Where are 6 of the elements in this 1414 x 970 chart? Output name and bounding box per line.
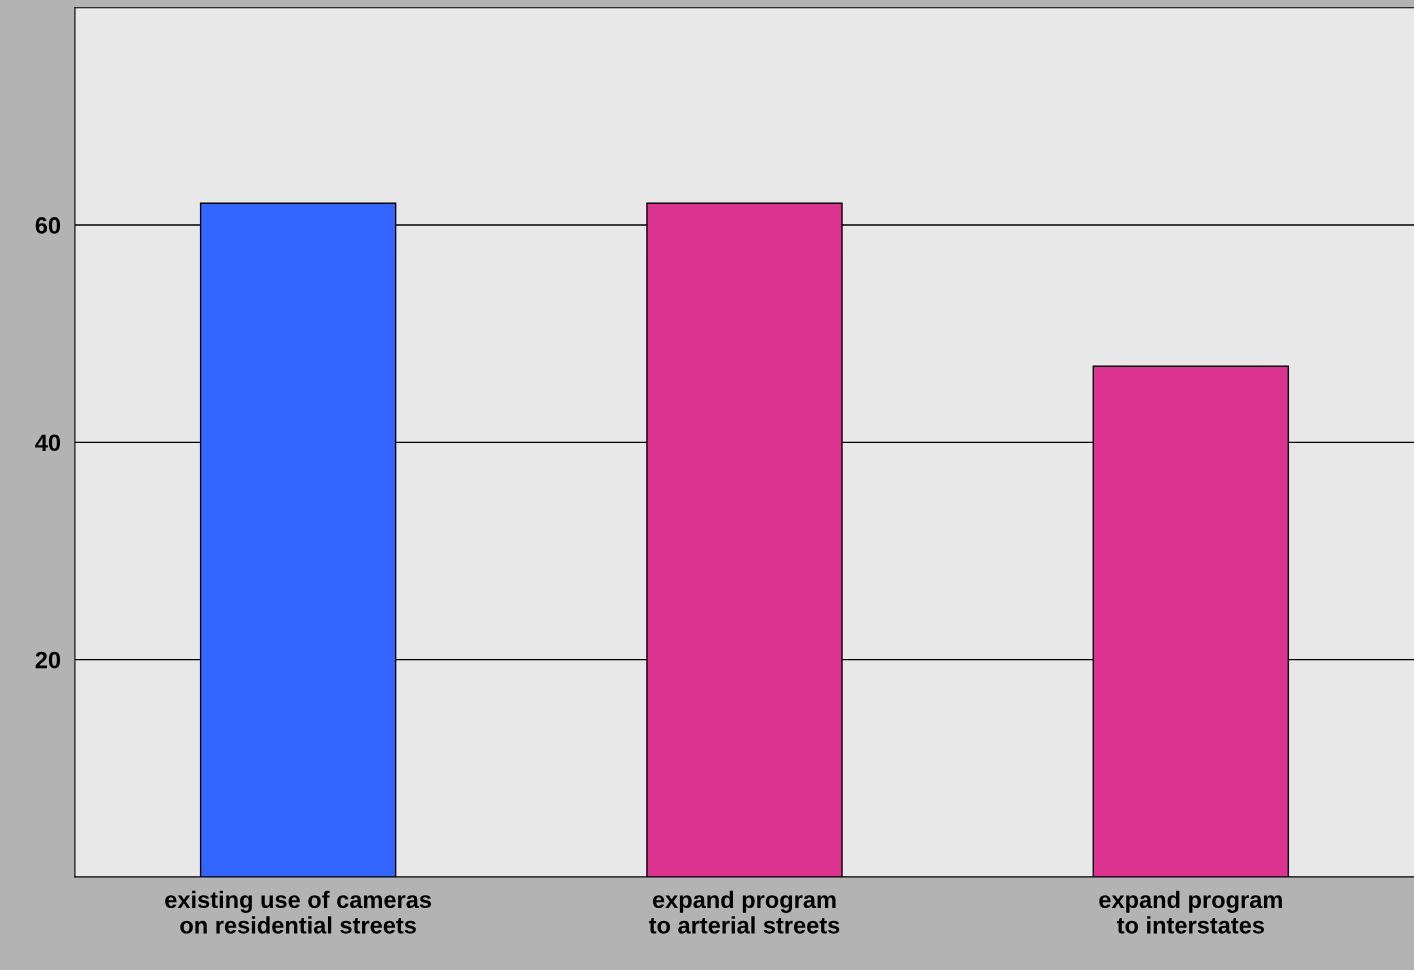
x-tick-label: existing use of cameras on residential streets [165, 890, 432, 934]
y-tick-label: 40 [35, 434, 61, 452]
y-tick-label: 20 [35, 651, 61, 669]
y-tick-label: 60 [35, 217, 61, 234]
x-tick-label: expand program to arterial streets [648, 890, 840, 934]
x-tick-label: expand program to interstates [1099, 890, 1282, 934]
